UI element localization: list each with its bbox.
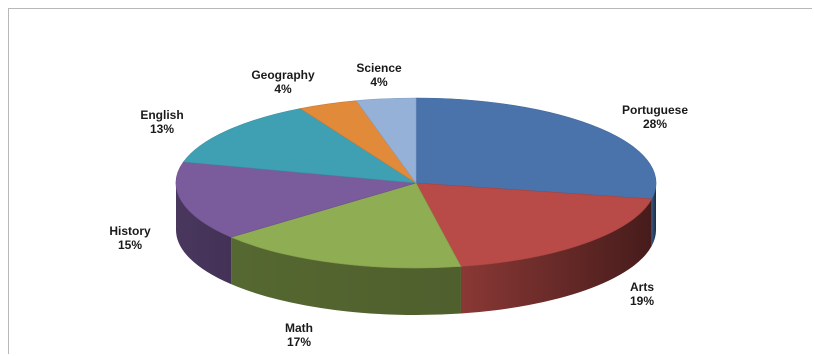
pie-slice-history bbox=[175, 161, 417, 238]
pie-side-arts bbox=[460, 198, 652, 314]
pie-slice-arts bbox=[415, 182, 653, 267]
data-label-arts: Arts 19% bbox=[630, 280, 654, 308]
pie-slice-english bbox=[182, 108, 417, 184]
pie-slice-math bbox=[230, 182, 462, 269]
data-label-portuguese: Portuguese 28% bbox=[622, 103, 688, 131]
pie-labels: Portuguese 28% Arts 19% Math 17% History 15% Eng… bbox=[109, 61, 688, 349]
pie-side-portuguese bbox=[651, 183, 656, 246]
pie-slice-portuguese bbox=[415, 97, 657, 200]
data-label-geography: Geography 4% bbox=[251, 68, 315, 96]
data-label-math: Math 17% bbox=[285, 321, 313, 349]
pie-slice-science bbox=[355, 97, 417, 184]
data-label-history: History 15% bbox=[109, 224, 151, 252]
pie-sides bbox=[176, 183, 656, 315]
pie-side-math bbox=[231, 237, 461, 315]
data-label-science: Science 4% bbox=[356, 61, 402, 89]
data-label-english: English 13% bbox=[140, 108, 183, 136]
pie-side-history bbox=[176, 183, 232, 285]
pie-slices bbox=[175, 97, 657, 269]
